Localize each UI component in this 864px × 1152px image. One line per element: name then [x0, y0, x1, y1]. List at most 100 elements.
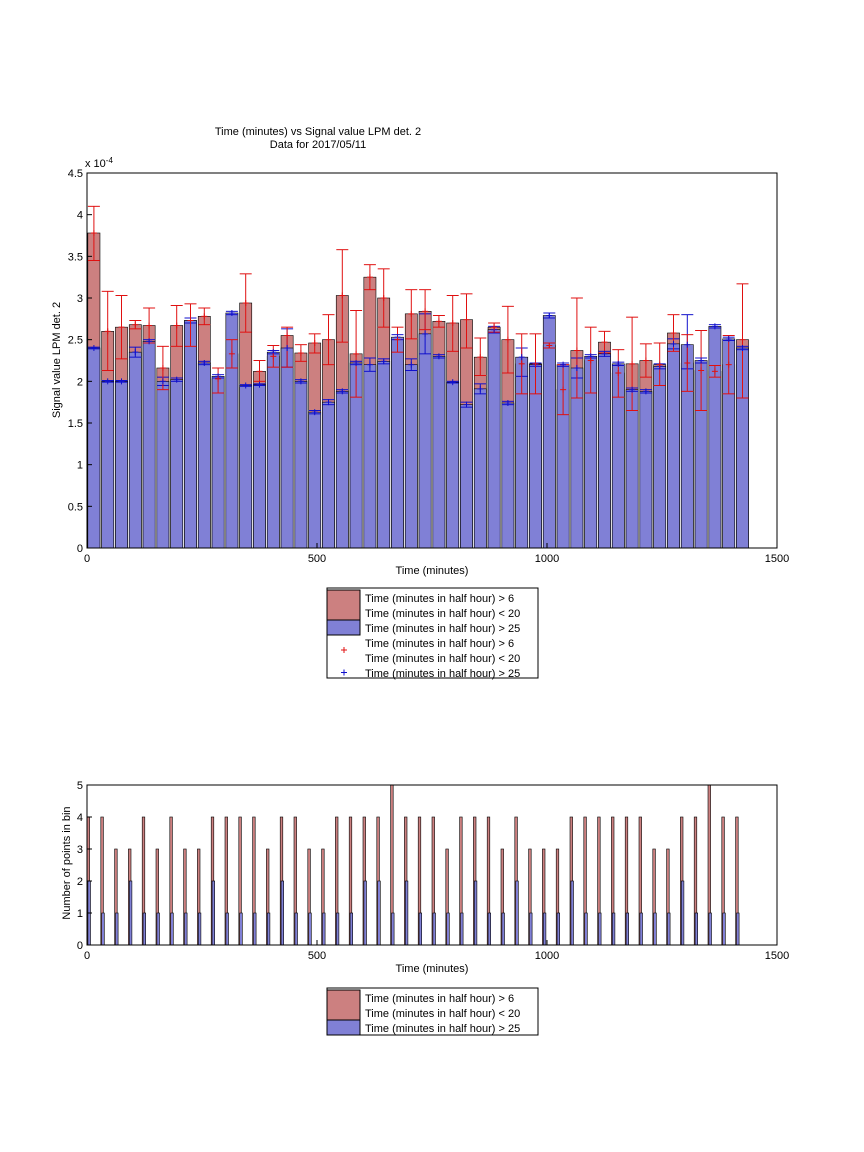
data-point-marker	[118, 378, 125, 385]
legend-swatch	[326, 589, 361, 621]
bar-blue	[308, 912, 312, 946]
data-point-marker	[159, 378, 166, 385]
data-point-marker	[435, 318, 442, 325]
bar-blue	[542, 315, 556, 549]
data-point-marker	[380, 295, 387, 301]
bar-blue	[501, 912, 505, 946]
bar-blue	[363, 880, 367, 946]
chart-subtitle: Data for 2017/05/11	[270, 139, 366, 151]
y-tick-label: 5	[77, 780, 83, 792]
bar-blue	[722, 912, 726, 946]
bar-blue	[391, 336, 404, 549]
y-axis-label: Number of points in bin	[61, 806, 73, 919]
bar-blue	[198, 912, 202, 946]
count-chart: 0 500 1000 1500 0 1 2 3 4 5 Time (minutes) Number…	[61, 780, 789, 1036]
bar-blue	[280, 880, 285, 946]
bar-blue	[625, 389, 639, 549]
bar-blue	[266, 351, 280, 549]
bar-blue	[115, 381, 128, 549]
data-point-marker	[615, 370, 622, 376]
y-tick-label: 2	[77, 376, 83, 388]
bar-blue	[487, 912, 492, 946]
y-tick-label: 4.5	[68, 168, 83, 180]
bar-blue	[667, 343, 680, 549]
y-tick-label: 3	[77, 293, 83, 305]
error-bar	[184, 303, 197, 347]
data-point-marker	[615, 360, 622, 367]
data-point-marker	[684, 360, 691, 366]
bar-blue	[349, 912, 354, 946]
bar-blue	[611, 912, 616, 946]
markers-red-series	[90, 230, 746, 393]
y-tick-label: 3.5	[68, 251, 83, 263]
bar-blue	[418, 912, 423, 946]
data-point-marker	[173, 322, 180, 329]
data-point-marker	[132, 321, 139, 328]
legend-swatch	[326, 989, 361, 1021]
data-point-marker	[270, 353, 277, 360]
x-axis-label: Time (minutes)	[396, 963, 469, 975]
data-point-marker	[159, 365, 166, 371]
bar-blue	[184, 320, 197, 549]
data-point-marker	[90, 230, 97, 236]
bar-blue	[294, 912, 298, 946]
data-point-marker	[146, 322, 153, 329]
data-point-marker	[560, 361, 567, 368]
bar-blue	[156, 381, 170, 549]
y-axis-label: Signal value LPM det. 2	[51, 302, 63, 418]
data-point-marker	[642, 388, 649, 395]
y-tick-label: 1.5	[68, 418, 83, 430]
plot-frame	[86, 172, 778, 549]
data-point-marker	[670, 340, 677, 347]
legend: Time (minutes in half hour) > 6 Time (min…	[326, 587, 539, 680]
bar-blue	[101, 381, 115, 549]
data-point-marker	[366, 274, 373, 281]
data-point-marker	[711, 368, 718, 375]
data-point-marker	[435, 353, 442, 360]
bar-blue	[129, 880, 133, 946]
y-exponent-power: -4	[106, 156, 114, 165]
data-point-marker	[642, 357, 649, 364]
data-point-marker	[311, 340, 318, 346]
x-tick-label: 0	[84, 553, 90, 565]
x-tick-label: 0	[84, 950, 90, 962]
bar-blue	[211, 880, 216, 946]
data-point-marker	[201, 360, 208, 366]
x-tick-label: 1000	[535, 950, 559, 962]
legend-entry-label: Time (minutes in half hour) < 20	[365, 608, 520, 620]
data-point-marker	[311, 409, 318, 416]
data-point-marker	[146, 338, 153, 345]
data-point-marker	[408, 310, 415, 317]
bar-blue	[404, 364, 418, 549]
y-tick-label: 0	[77, 940, 83, 952]
y-tick-label: 2.5	[68, 335, 83, 347]
bar-blue	[639, 912, 643, 946]
data-point-marker	[242, 382, 249, 389]
bar-blue	[142, 341, 156, 549]
y-tick-label: 0	[77, 543, 83, 555]
bar-blue	[501, 402, 515, 549]
bar-blue	[156, 912, 160, 946]
data-point-marker	[353, 360, 360, 366]
bar-blue	[363, 364, 377, 549]
data-point-marker	[491, 324, 498, 331]
data-point-marker	[173, 376, 180, 383]
bar-blue	[598, 912, 602, 946]
data-point-marker	[132, 349, 139, 356]
bar-blue	[266, 912, 271, 946]
data-point-marker	[698, 357, 705, 364]
data-point-marker	[560, 386, 567, 393]
data-point-marker	[394, 336, 401, 343]
x-axis-label: Time (minutes)	[396, 565, 469, 577]
data-point-marker	[256, 368, 263, 375]
y-tick-label: 4	[77, 812, 83, 824]
bar-blue	[101, 912, 105, 946]
bar-blue	[294, 381, 308, 549]
plot-frame	[86, 784, 778, 946]
bar-blue	[225, 912, 229, 946]
data-point-marker	[90, 345, 97, 351]
axes: 0 500 1000 1500 0 1 2 3 4 5	[77, 780, 789, 962]
bar-blue	[211, 376, 225, 549]
x-tick-label: 1500	[765, 950, 789, 962]
data-point-marker	[518, 354, 525, 361]
